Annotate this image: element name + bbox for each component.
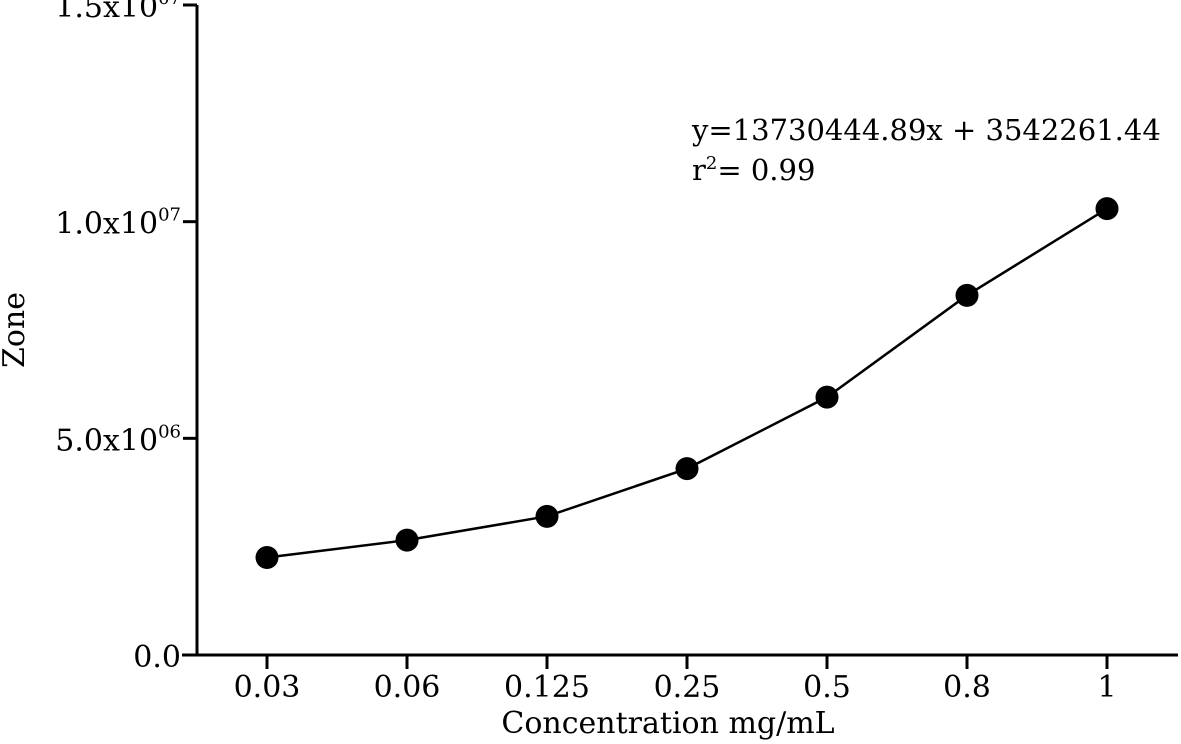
- r2-prefix: r: [692, 153, 706, 187]
- y-tick-label: 1.0x1007: [55, 205, 181, 242]
- data-point: [395, 528, 419, 552]
- equation-annotation: y=13730444.89x + 3542261.44: [691, 113, 1161, 147]
- x-tick-label: 0.06: [374, 670, 441, 705]
- data-point: [955, 283, 979, 307]
- series-line: [266, 207, 1108, 559]
- y-tick-exponent: 06: [158, 421, 181, 442]
- y-tick-exponent: 07: [158, 205, 181, 226]
- axes: [182, 5, 1178, 657]
- y-tick-label: 1.5x1007: [55, 0, 181, 25]
- x-ticks: 0.03 0.06 0.125 0.25 0.5 0.8 1: [234, 655, 1117, 705]
- r2-value: = 0.99: [717, 153, 815, 187]
- data-point: [675, 457, 699, 481]
- x-tick-label: 1: [1097, 670, 1116, 705]
- data-point: [1095, 197, 1119, 221]
- y-tick-base: 5.0x10: [55, 423, 158, 458]
- x-axis-title: Concentration mg/mL: [501, 706, 834, 741]
- y-tick-base: 1.0x10: [55, 207, 158, 242]
- data-point: [255, 546, 279, 569]
- data-point: [815, 385, 839, 409]
- x-tick-label: 0.125: [504, 670, 590, 705]
- y-axis-title: Zone: [0, 292, 32, 368]
- y-tick-base: 0.0: [133, 640, 181, 675]
- data-point: [535, 504, 559, 528]
- x-tick-label: 0.03: [234, 670, 301, 705]
- x-tick-label: 0.5: [803, 670, 851, 705]
- r2-annotation: r2= 0.99: [692, 153, 815, 187]
- r2-superscript: 2: [706, 153, 717, 174]
- y-tick-base: 1.5x10: [55, 0, 158, 25]
- data-points: [255, 197, 1119, 569]
- y-tick-exponent: 07: [158, 0, 181, 9]
- y-tick-label: 0.0: [133, 640, 181, 675]
- x-tick-label: 0.8: [943, 670, 991, 705]
- x-tick-label: 0.25: [654, 670, 721, 705]
- y-tick-label: 5.0x1006: [55, 421, 181, 458]
